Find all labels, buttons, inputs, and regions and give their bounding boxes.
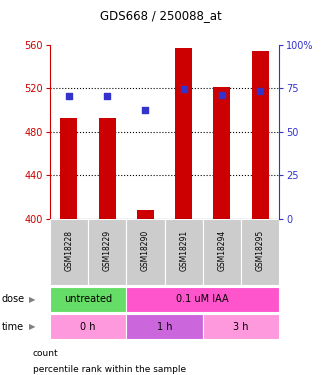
Point	[66, 93, 72, 99]
Point	[105, 93, 110, 99]
Bar	[203, 219, 241, 285]
Bar	[213, 87, 230, 219]
Text: GSM18294: GSM18294	[217, 230, 226, 271]
Point	[181, 86, 186, 92]
Text: GDS668 / 250088_at: GDS668 / 250088_at	[100, 9, 221, 22]
Bar	[99, 118, 116, 219]
Text: count: count	[33, 349, 58, 358]
Bar	[241, 219, 279, 285]
Text: ▶: ▶	[29, 295, 35, 304]
Text: 0 h: 0 h	[80, 322, 96, 332]
Bar	[126, 314, 203, 339]
Bar	[252, 51, 269, 219]
Text: 0.1 uM IAA: 0.1 uM IAA	[177, 294, 229, 304]
Text: GSM18228: GSM18228	[65, 230, 74, 271]
Bar	[126, 219, 164, 285]
Text: time: time	[2, 322, 24, 332]
Text: dose: dose	[2, 294, 25, 304]
Text: GSM18290: GSM18290	[141, 230, 150, 271]
Point	[257, 88, 263, 94]
Bar	[88, 219, 126, 285]
Text: 3 h: 3 h	[233, 322, 249, 332]
Point	[219, 92, 224, 98]
Text: GSM18229: GSM18229	[103, 230, 112, 271]
Bar	[126, 286, 279, 312]
Text: percentile rank within the sample: percentile rank within the sample	[33, 365, 186, 374]
Point	[143, 107, 148, 113]
Bar	[137, 210, 154, 219]
Bar	[50, 314, 126, 339]
Text: GSM18291: GSM18291	[179, 230, 188, 271]
Bar	[164, 219, 203, 285]
Bar	[203, 314, 279, 339]
Bar	[50, 286, 126, 312]
Text: 1 h: 1 h	[157, 322, 172, 332]
Text: ▶: ▶	[29, 322, 35, 331]
Bar	[60, 118, 77, 219]
Bar	[175, 48, 192, 219]
Bar	[50, 219, 88, 285]
Text: untreated: untreated	[64, 294, 112, 304]
Text: GSM18295: GSM18295	[256, 230, 265, 271]
